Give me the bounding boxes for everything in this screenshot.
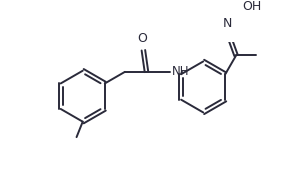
- Text: NH: NH: [172, 65, 189, 78]
- Text: OH: OH: [242, 0, 261, 13]
- Text: N: N: [223, 17, 232, 30]
- Text: O: O: [138, 32, 147, 45]
